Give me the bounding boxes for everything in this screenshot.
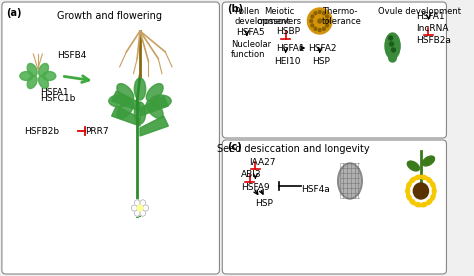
Circle shape [311,15,314,18]
Ellipse shape [389,54,396,62]
Circle shape [326,15,328,18]
FancyBboxPatch shape [222,140,447,274]
Circle shape [327,20,329,23]
Circle shape [318,19,321,23]
Ellipse shape [38,76,48,89]
Ellipse shape [146,101,163,118]
Polygon shape [140,96,168,116]
Text: HSFA2: HSFA2 [309,44,337,53]
Text: HSP: HSP [312,57,330,66]
Circle shape [134,200,140,206]
Circle shape [311,24,314,27]
Ellipse shape [410,177,416,183]
Ellipse shape [415,203,421,207]
Text: HSBP: HSBP [276,27,300,36]
Ellipse shape [27,63,37,76]
Ellipse shape [117,84,134,101]
Ellipse shape [426,199,432,205]
Ellipse shape [337,163,362,199]
Ellipse shape [134,78,146,100]
Ellipse shape [385,33,400,59]
Text: (a): (a) [6,8,21,18]
Text: IAA27: IAA27 [249,158,275,167]
Text: HSFA1: HSFA1 [276,44,305,53]
Circle shape [390,42,393,46]
Polygon shape [111,106,140,126]
Text: HSFA5: HSFA5 [237,28,265,37]
Text: HSFB2b: HSFB2b [24,126,59,136]
Ellipse shape [20,71,33,81]
Circle shape [131,205,137,211]
Polygon shape [140,116,168,136]
Text: HEI10: HEI10 [274,57,301,66]
Text: lncRNA: lncRNA [416,24,449,33]
Ellipse shape [420,175,427,179]
Text: Growth and flowering: Growth and flowering [57,11,162,21]
Text: Nucleolar
function: Nucleolar function [231,40,271,59]
Circle shape [413,183,428,199]
Ellipse shape [150,95,171,107]
Ellipse shape [422,156,435,166]
Circle shape [314,12,317,15]
Text: HSF4a: HSF4a [301,185,329,194]
Circle shape [134,210,140,216]
Text: HSFA9: HSFA9 [241,183,270,192]
Text: HSP: HSP [255,199,273,208]
Text: (b): (b) [227,4,243,14]
Circle shape [308,8,332,34]
Text: HSFB4: HSFB4 [57,51,86,60]
Polygon shape [111,91,140,111]
Ellipse shape [406,187,410,195]
Circle shape [326,24,328,27]
Ellipse shape [146,84,163,101]
Ellipse shape [38,63,48,76]
Circle shape [137,205,143,211]
Ellipse shape [407,194,411,200]
Ellipse shape [339,165,360,197]
Text: HSFC1b: HSFC1b [40,94,75,103]
Circle shape [392,48,395,52]
Ellipse shape [407,161,419,171]
Text: Thermo-
tolerance: Thermo- tolerance [321,7,362,26]
Circle shape [143,205,148,211]
Text: ABI3: ABI3 [241,170,262,179]
Ellipse shape [430,194,435,200]
Ellipse shape [420,203,427,207]
Ellipse shape [27,76,37,89]
Circle shape [318,10,321,14]
Circle shape [318,28,321,31]
Text: HSFA1: HSFA1 [416,12,445,21]
Ellipse shape [134,102,146,124]
Circle shape [314,27,317,30]
Ellipse shape [415,175,421,179]
Text: (c): (c) [227,142,242,152]
Text: HSFB2a: HSFB2a [416,36,451,45]
Ellipse shape [430,182,435,188]
Circle shape [389,36,392,40]
Circle shape [322,12,325,15]
Ellipse shape [117,101,134,118]
Ellipse shape [109,95,129,107]
Ellipse shape [407,182,411,188]
Text: Seed desiccation and longevity: Seed desiccation and longevity [217,144,370,154]
Circle shape [140,210,146,216]
Text: Ovule development: Ovule development [378,7,461,16]
FancyBboxPatch shape [2,2,219,274]
Ellipse shape [426,177,432,183]
Circle shape [140,200,146,206]
Ellipse shape [432,187,436,195]
Ellipse shape [43,71,56,81]
Text: HSFA1: HSFA1 [40,88,68,97]
Text: PRR7: PRR7 [85,126,109,136]
Ellipse shape [410,199,416,205]
Circle shape [310,20,313,23]
FancyBboxPatch shape [222,2,447,138]
Text: Pollen
development: Pollen development [235,7,291,26]
Circle shape [322,27,325,30]
Text: Meiotic
crossovers: Meiotic crossovers [256,7,301,26]
